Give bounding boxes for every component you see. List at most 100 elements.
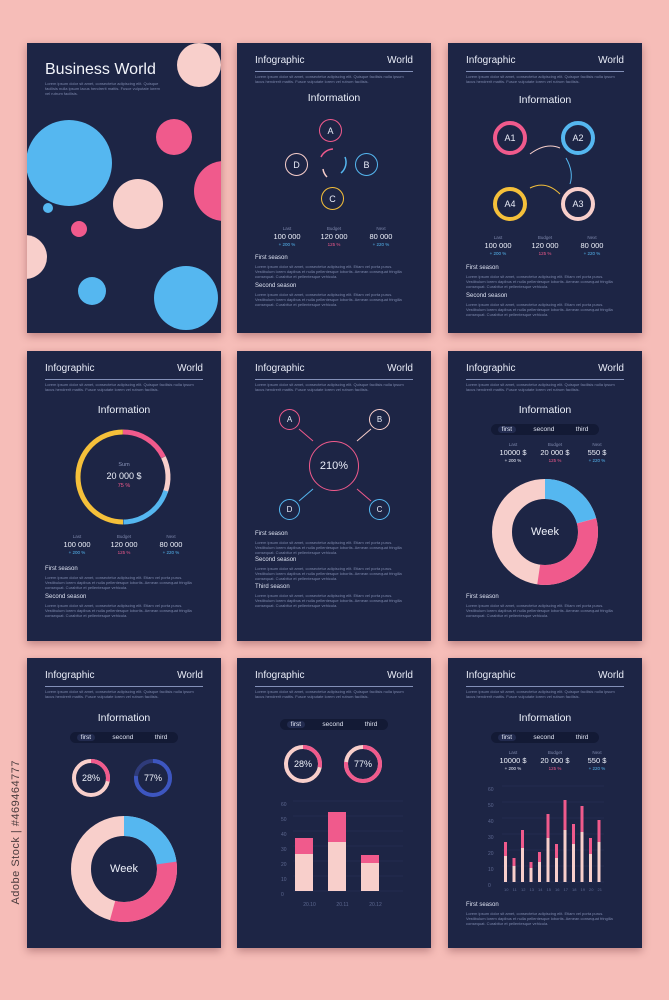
node-a1: A1 [493, 121, 527, 155]
node-a2: A2 [561, 121, 595, 155]
week-donut [71, 816, 177, 922]
season-text: Lorem ipsum dolor sit amet, consectetur … [255, 593, 402, 608]
info-title: Information [518, 712, 572, 724]
week-card-2: Infographic World Lorem ipsum dolor sit a… [27, 658, 221, 948]
header-text: Lorem ipsum dolor sit amet, consectetur … [255, 74, 404, 84]
season-first: First season [45, 566, 78, 572]
deco-circle [27, 120, 112, 206]
tab-second[interactable]: second [322, 721, 344, 728]
header-text: Lorem ipsum dolor sit amet, consectetur … [45, 382, 194, 392]
header-right: World [387, 670, 413, 681]
bar [521, 830, 524, 882]
donut-77 [134, 759, 172, 797]
week-label: Week [531, 526, 559, 538]
donut-28 [72, 759, 110, 797]
week-card: Infographic World Lorem ipsum dolor sit a… [448, 351, 642, 641]
header-right: World [177, 670, 203, 681]
bar-segment [529, 862, 533, 868]
info-title: Information [97, 404, 151, 416]
node-d: D [279, 499, 300, 520]
cover-text: Lorem ipsum dolor sit amet, consectetur … [45, 81, 160, 96]
header-left: Infographic [255, 363, 305, 374]
bar [597, 820, 601, 882]
growth-arrows [298, 428, 372, 502]
info-title: Information [307, 92, 361, 104]
header-text: Lorem ipsum dolor sit amet, consectetur … [255, 382, 404, 392]
deco-circle [113, 179, 163, 229]
growth-card: Infographic World Lorem ipsum dolor sit a… [237, 351, 431, 641]
header-left: Infographic [255, 55, 305, 66]
header-rule [466, 71, 624, 72]
bars-card-2: Infographic World Lorem ipsum dolor sit a… [448, 658, 642, 948]
bar [328, 812, 346, 842]
season-second: Second season [466, 293, 508, 299]
watermark: Adobe Stock | #469464777 [10, 760, 22, 905]
bar [572, 824, 575, 882]
tab-third[interactable]: third [575, 734, 589, 741]
bar [589, 838, 592, 882]
bar [361, 855, 379, 863]
week-donut [492, 479, 598, 585]
tab-third[interactable]: third [364, 721, 378, 728]
sum-label: Sum [118, 462, 130, 468]
bar-segment [538, 852, 541, 862]
bar-segment [563, 800, 567, 830]
node-b: B [355, 153, 378, 176]
cover-title: Business World [45, 61, 156, 78]
bar-categories: 10 11 12 13 14 15 16 17 18 19 20 21 [504, 887, 602, 892]
deco-circle [78, 277, 106, 305]
tab-first[interactable]: first [76, 734, 96, 741]
tab-second[interactable]: second [533, 734, 555, 741]
header-right: World [177, 363, 203, 374]
bar-categories: 20.10 20.11 20.12 [303, 902, 382, 908]
header-rule [45, 379, 203, 380]
bar-axis: 60 50 40 30 20 10 0 [488, 787, 494, 889]
season-first: First season [255, 255, 288, 261]
header-text: Lorem ipsum dolor sit amet, consectetur … [466, 689, 615, 699]
season-tabs: first second third [491, 424, 599, 435]
bar-chart [293, 800, 403, 892]
bar-segment [521, 830, 524, 848]
bar [504, 842, 507, 882]
bar-segment [589, 838, 592, 854]
tab-second[interactable]: second [112, 734, 134, 741]
season-third: Third season [255, 584, 290, 590]
tab-first[interactable]: first [286, 721, 306, 728]
node-a4: A4 [493, 187, 527, 221]
tab-third[interactable]: third [575, 426, 589, 433]
bar [538, 852, 541, 882]
season-text: Lorem ipsum dolor sit amet, consectetur … [255, 566, 402, 581]
tab-second[interactable]: second [533, 426, 555, 433]
season-first: First season [466, 594, 499, 600]
header-rule [466, 379, 624, 380]
season-text: Lorem ipsum dolor sit amet, consectetur … [255, 292, 402, 307]
season-second: Second season [255, 557, 297, 563]
node-b: B [369, 409, 390, 430]
deco-circle [156, 119, 192, 155]
bar-segment [597, 820, 601, 842]
bar [580, 806, 584, 882]
season-text: Lorem ipsum dolor sit amet, consectetur … [466, 603, 613, 618]
bar-segment [512, 858, 516, 866]
node-a3: A3 [561, 187, 595, 221]
node-c: C [369, 499, 390, 520]
bar [295, 838, 313, 854]
info-title: Information [518, 94, 572, 106]
header-text: Lorem ipsum dolor sit amet, consectetur … [466, 74, 615, 84]
header-right: World [598, 670, 624, 681]
season-second: Second season [45, 594, 87, 600]
header-right: World [387, 55, 413, 66]
season-second: Second season [255, 283, 297, 289]
header-rule [255, 71, 413, 72]
tab-third[interactable]: third [154, 734, 168, 741]
bar [361, 855, 379, 891]
tab-first[interactable]: first [497, 426, 517, 433]
tab-first[interactable]: first [497, 734, 517, 741]
bar-segment [546, 814, 550, 838]
header-rule [45, 686, 203, 687]
header-text: Lorem ipsum dolor sit amet, consectetur … [466, 382, 615, 392]
header-left: Infographic [255, 670, 305, 681]
donut-28 [284, 745, 322, 783]
bar-segment [580, 806, 584, 832]
header-text: Lorem ipsum dolor sit amet, consectetur … [45, 689, 194, 699]
